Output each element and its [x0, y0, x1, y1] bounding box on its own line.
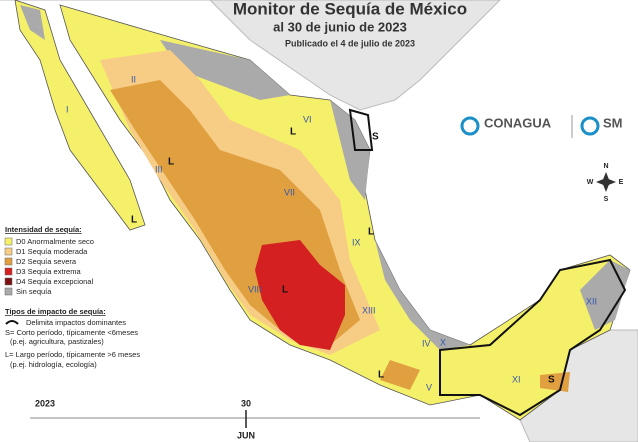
- impact-label: S: [548, 375, 555, 386]
- region-label: IV: [422, 338, 431, 348]
- legend-swatch: [4, 277, 13, 286]
- timeline-year: 2023: [35, 398, 55, 408]
- legend-swatch: [4, 247, 13, 256]
- baja-california: [14, 0, 146, 231]
- legend-text: L= Largo período, típicamente >6 meses: [5, 350, 140, 359]
- logo-icon: [580, 116, 600, 136]
- usa: [0, 0, 501, 111]
- region-label: IX: [352, 237, 361, 247]
- legend-heading: Intensidad de sequía:: [5, 225, 82, 234]
- legend-label: D4 Sequía excepcional: [16, 277, 93, 286]
- legend-swatch: [4, 257, 13, 266]
- legend-text: (p.ej. agricultura, pastizales): [10, 337, 104, 346]
- impact-label: L: [290, 127, 296, 138]
- region-label: I: [66, 104, 69, 114]
- published: Publicado el 4 de julio de 2023: [285, 38, 415, 48]
- legend-label: D2 Sequía severa: [16, 257, 77, 266]
- legend-label: D0 Anormalmente seco: [16, 237, 94, 246]
- legend-text: Delimita impactos dominantes: [26, 318, 126, 327]
- compass-e: E: [619, 179, 624, 186]
- impact-label: L: [282, 285, 288, 296]
- compass-w: W: [587, 179, 594, 186]
- no-drought-area: [20, 5, 45, 40]
- impact-boundary: [348, 108, 374, 151]
- no-drought-area: [375, 240, 470, 350]
- impact-label: L: [131, 215, 137, 226]
- compass-rose: [596, 172, 616, 192]
- impact-label: L: [168, 157, 174, 168]
- region-label: VIII: [248, 284, 262, 294]
- legend-label: D1 Sequía moderada: [16, 247, 88, 256]
- legend-label: Sin sequía: [16, 287, 52, 296]
- region-label: III: [155, 164, 163, 174]
- logo-smn: SM: [603, 115, 623, 130]
- impact-labels: L S L L L L L S: [131, 127, 555, 386]
- impact-line-symbol: [5, 320, 19, 325]
- no-drought-area: [330, 100, 370, 200]
- legend-heading: Tipos de impacto de sequía:: [5, 307, 106, 316]
- legend: Intensidad de sequía: Tipos de impacto d…: [4, 225, 140, 369]
- impact-label: L: [378, 370, 384, 381]
- legend-swatch: [4, 267, 13, 276]
- region-label: X: [440, 337, 446, 347]
- legend-label: D3 Sequía extrema: [16, 267, 81, 276]
- impact-label: S: [372, 132, 379, 143]
- logo-conagua: CONAGUA: [484, 115, 552, 130]
- legend-swatch: [4, 287, 13, 296]
- region-label: VII: [284, 187, 295, 197]
- impact-label: L: [368, 227, 374, 238]
- legend-swatch: [4, 237, 13, 246]
- timeline-month: JUN: [237, 430, 255, 440]
- region-label: VI: [303, 114, 312, 124]
- region-label: XII: [586, 296, 597, 306]
- impact-boundary: [439, 258, 627, 417]
- legend-text: (p.ej. hidrología, ecología): [10, 360, 97, 369]
- compass-s: S: [604, 196, 609, 203]
- no-drought-area: [580, 260, 630, 330]
- title: Monitor de Sequía de México: [233, 0, 467, 18]
- compass-n: N: [603, 163, 608, 170]
- region-label: XI: [512, 374, 521, 384]
- subtitle: al 30 de junio de 2023: [273, 19, 407, 34]
- timeline-day: 30: [241, 398, 251, 408]
- d2-area: [380, 360, 420, 390]
- no-drought-area: [160, 40, 290, 100]
- region-label: II: [131, 74, 136, 84]
- legend-text: S= Corto período, típicamente <6meses: [5, 328, 138, 337]
- region-label: XIII: [362, 305, 376, 315]
- logo-icon: [460, 116, 480, 136]
- d3-area: [255, 240, 345, 350]
- region-label: V: [426, 382, 432, 392]
- region-labels: I II III IV V VI VII VIII IX X XI XII XI…: [66, 74, 597, 392]
